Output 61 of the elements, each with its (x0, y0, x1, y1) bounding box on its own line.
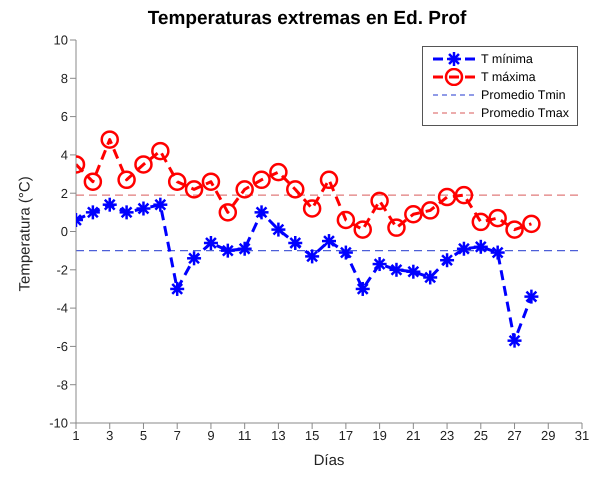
point (320, 170, 338, 190)
point (184, 180, 204, 199)
point (202, 172, 220, 191)
x-tick-label: 29 (541, 428, 556, 444)
x-tick-label: 17 (338, 428, 354, 444)
legend-label: T mínima (481, 52, 533, 66)
point (84, 172, 102, 191)
point (252, 170, 271, 190)
x-tick-label: 3 (106, 428, 114, 444)
point (505, 220, 524, 239)
point (302, 199, 322, 218)
point (100, 130, 119, 149)
x-tick-label: 15 (304, 428, 320, 444)
y-tick-label: 4 (60, 148, 68, 163)
x-tick-label: 23 (440, 428, 454, 444)
point (269, 162, 288, 182)
point (336, 210, 356, 230)
y-tick-label: -10 (49, 416, 68, 431)
y-tick-label: -4 (56, 300, 68, 316)
point (404, 205, 423, 224)
y-tick-label: 10 (54, 32, 68, 48)
y-tick-label: 6 (60, 109, 68, 124)
point (286, 180, 305, 199)
x-tick-label: 21 (406, 428, 421, 444)
legend-label: Promedio Tmax (481, 106, 569, 120)
x-tick-label: 19 (372, 428, 387, 444)
point (134, 155, 153, 174)
point (522, 214, 541, 234)
x-tick-label: 1 (72, 428, 80, 444)
x-tick-label: 25 (474, 428, 488, 444)
x-tick-label: 27 (507, 428, 522, 444)
chart-title: Temperaturas extremas en Ed. Prof (146, 8, 468, 31)
x-tick-label: 9 (207, 428, 215, 444)
y-axis-title: Temperatura (°C) (16, 176, 34, 292)
x-tick-label: 11 (238, 428, 252, 444)
y-tick-label: -2 (56, 262, 68, 278)
x-axis-title: Días (314, 452, 344, 469)
point (438, 188, 456, 206)
legend-label: Promedio Tmin (481, 88, 566, 102)
point (454, 186, 474, 204)
y-tick-label: 2 (60, 186, 68, 201)
point (353, 220, 372, 239)
point (370, 192, 389, 210)
point (387, 218, 406, 237)
point (168, 172, 186, 191)
x-tick-label: 13 (271, 428, 286, 444)
point (472, 212, 490, 232)
x-tick-label: 5 (140, 428, 148, 444)
point (117, 170, 136, 190)
point (218, 203, 238, 222)
legend-label: T máxima (481, 70, 536, 84)
point (488, 208, 507, 228)
point (151, 142, 170, 160)
x-tick-label: 7 (174, 428, 181, 444)
x-tick-label: 31 (574, 428, 590, 444)
y-tick-label: 0 (60, 224, 68, 240)
point (420, 201, 440, 220)
y-tick-label: -6 (56, 339, 68, 354)
y-tick-label: -8 (56, 377, 68, 392)
y-tick-label: 8 (60, 70, 68, 86)
point (235, 180, 254, 199)
